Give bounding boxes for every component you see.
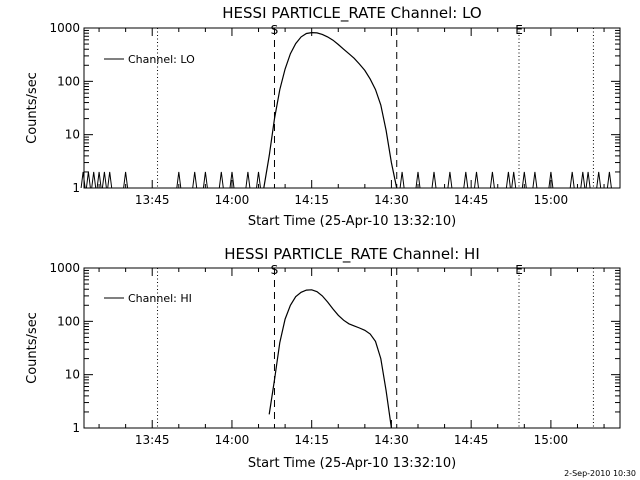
noise-spike	[192, 171, 198, 189]
y-tick-label: 1	[72, 421, 80, 435]
noise-spike	[107, 171, 113, 189]
noise-spike	[596, 171, 602, 189]
noise-spike	[101, 171, 107, 189]
noise-spike	[96, 171, 102, 189]
x-tick-label: 14:45	[454, 193, 489, 207]
y-tick-label: 1000	[49, 261, 80, 275]
noise-spike	[256, 171, 261, 189]
x-tick-label: 15:00	[534, 433, 569, 447]
y-tick-label: 1	[72, 181, 80, 195]
x-tick-label: 14:30	[374, 193, 409, 207]
noise-spike	[548, 171, 554, 189]
noise-spike	[580, 171, 586, 189]
y-axis-label: Counts/sec	[25, 312, 40, 384]
noise-spike	[585, 171, 591, 189]
plot-frame	[83, 267, 621, 429]
y-tick-label: 10	[65, 368, 80, 382]
noise-spike	[229, 171, 235, 189]
noise-spike	[415, 171, 421, 189]
marker-label: S	[271, 23, 279, 37]
y-tick-label: 1000	[49, 21, 80, 35]
noise-spike	[85, 171, 91, 189]
series-line	[268, 289, 392, 429]
marker-label: S	[271, 263, 279, 277]
x-tick-label: 14:00	[215, 193, 250, 207]
y-tick-label: 100	[57, 74, 80, 88]
footer-timestamp: 2-Sep-2010 10:30	[564, 469, 636, 478]
noise-spike	[489, 171, 495, 189]
y-tick-label: 100	[57, 314, 80, 328]
series-line	[263, 31, 398, 189]
noise-spike	[606, 171, 612, 189]
x-axis-label: Start Time (25-Apr-10 13:32:10)	[248, 456, 456, 471]
noise-spike	[202, 171, 208, 189]
x-tick-label: 14:00	[215, 433, 250, 447]
noise-spike	[474, 171, 479, 189]
legend: Channel: LO	[104, 53, 195, 66]
x-axis-label: Start Time (25-Apr-10 13:32:10)	[248, 214, 456, 229]
noise-spike	[245, 171, 251, 189]
chart-title: HESSI PARTICLE_RATE Channel: LO	[222, 4, 481, 23]
noise-spike	[218, 171, 224, 189]
noise-spike	[521, 171, 527, 189]
plot-frame	[83, 27, 621, 189]
x-tick-label: 14:15	[294, 433, 329, 447]
x-tick-label: 15:00	[534, 193, 569, 207]
legend-label: Channel: HI	[128, 292, 192, 305]
noise-spike	[532, 171, 538, 189]
noise-spike	[91, 171, 97, 189]
noise-spike	[511, 171, 517, 189]
legend: Channel: HI	[104, 292, 192, 305]
marker-label: E	[515, 263, 523, 277]
noise-spike	[431, 171, 437, 189]
marker-label: E	[515, 23, 523, 37]
noise-spike	[463, 171, 469, 189]
x-tick-label: 14:15	[294, 193, 329, 207]
noise-spike	[569, 171, 575, 189]
x-tick-label: 13:45	[135, 433, 170, 447]
noise-spike	[505, 171, 511, 189]
chart-title: HESSI PARTICLE_RATE Channel: HI	[224, 245, 480, 264]
y-tick-label: 10	[65, 128, 80, 142]
noise-spike	[176, 171, 182, 189]
x-tick-label: 14:45	[454, 433, 489, 447]
x-tick-label: 14:30	[374, 433, 409, 447]
legend-label: Channel: LO	[128, 53, 195, 66]
noise-spike	[447, 171, 453, 189]
noise-spike	[123, 171, 129, 189]
y-axis-label: Counts/sec	[25, 72, 40, 144]
x-tick-label: 13:45	[135, 193, 170, 207]
panel-lo: HESSI PARTICLE_RATE Channel: LO Start Ti…	[25, 4, 621, 229]
noise-spike	[399, 171, 405, 189]
panel-hi: HESSI PARTICLE_RATE Channel: HI Start Ti…	[25, 245, 621, 471]
